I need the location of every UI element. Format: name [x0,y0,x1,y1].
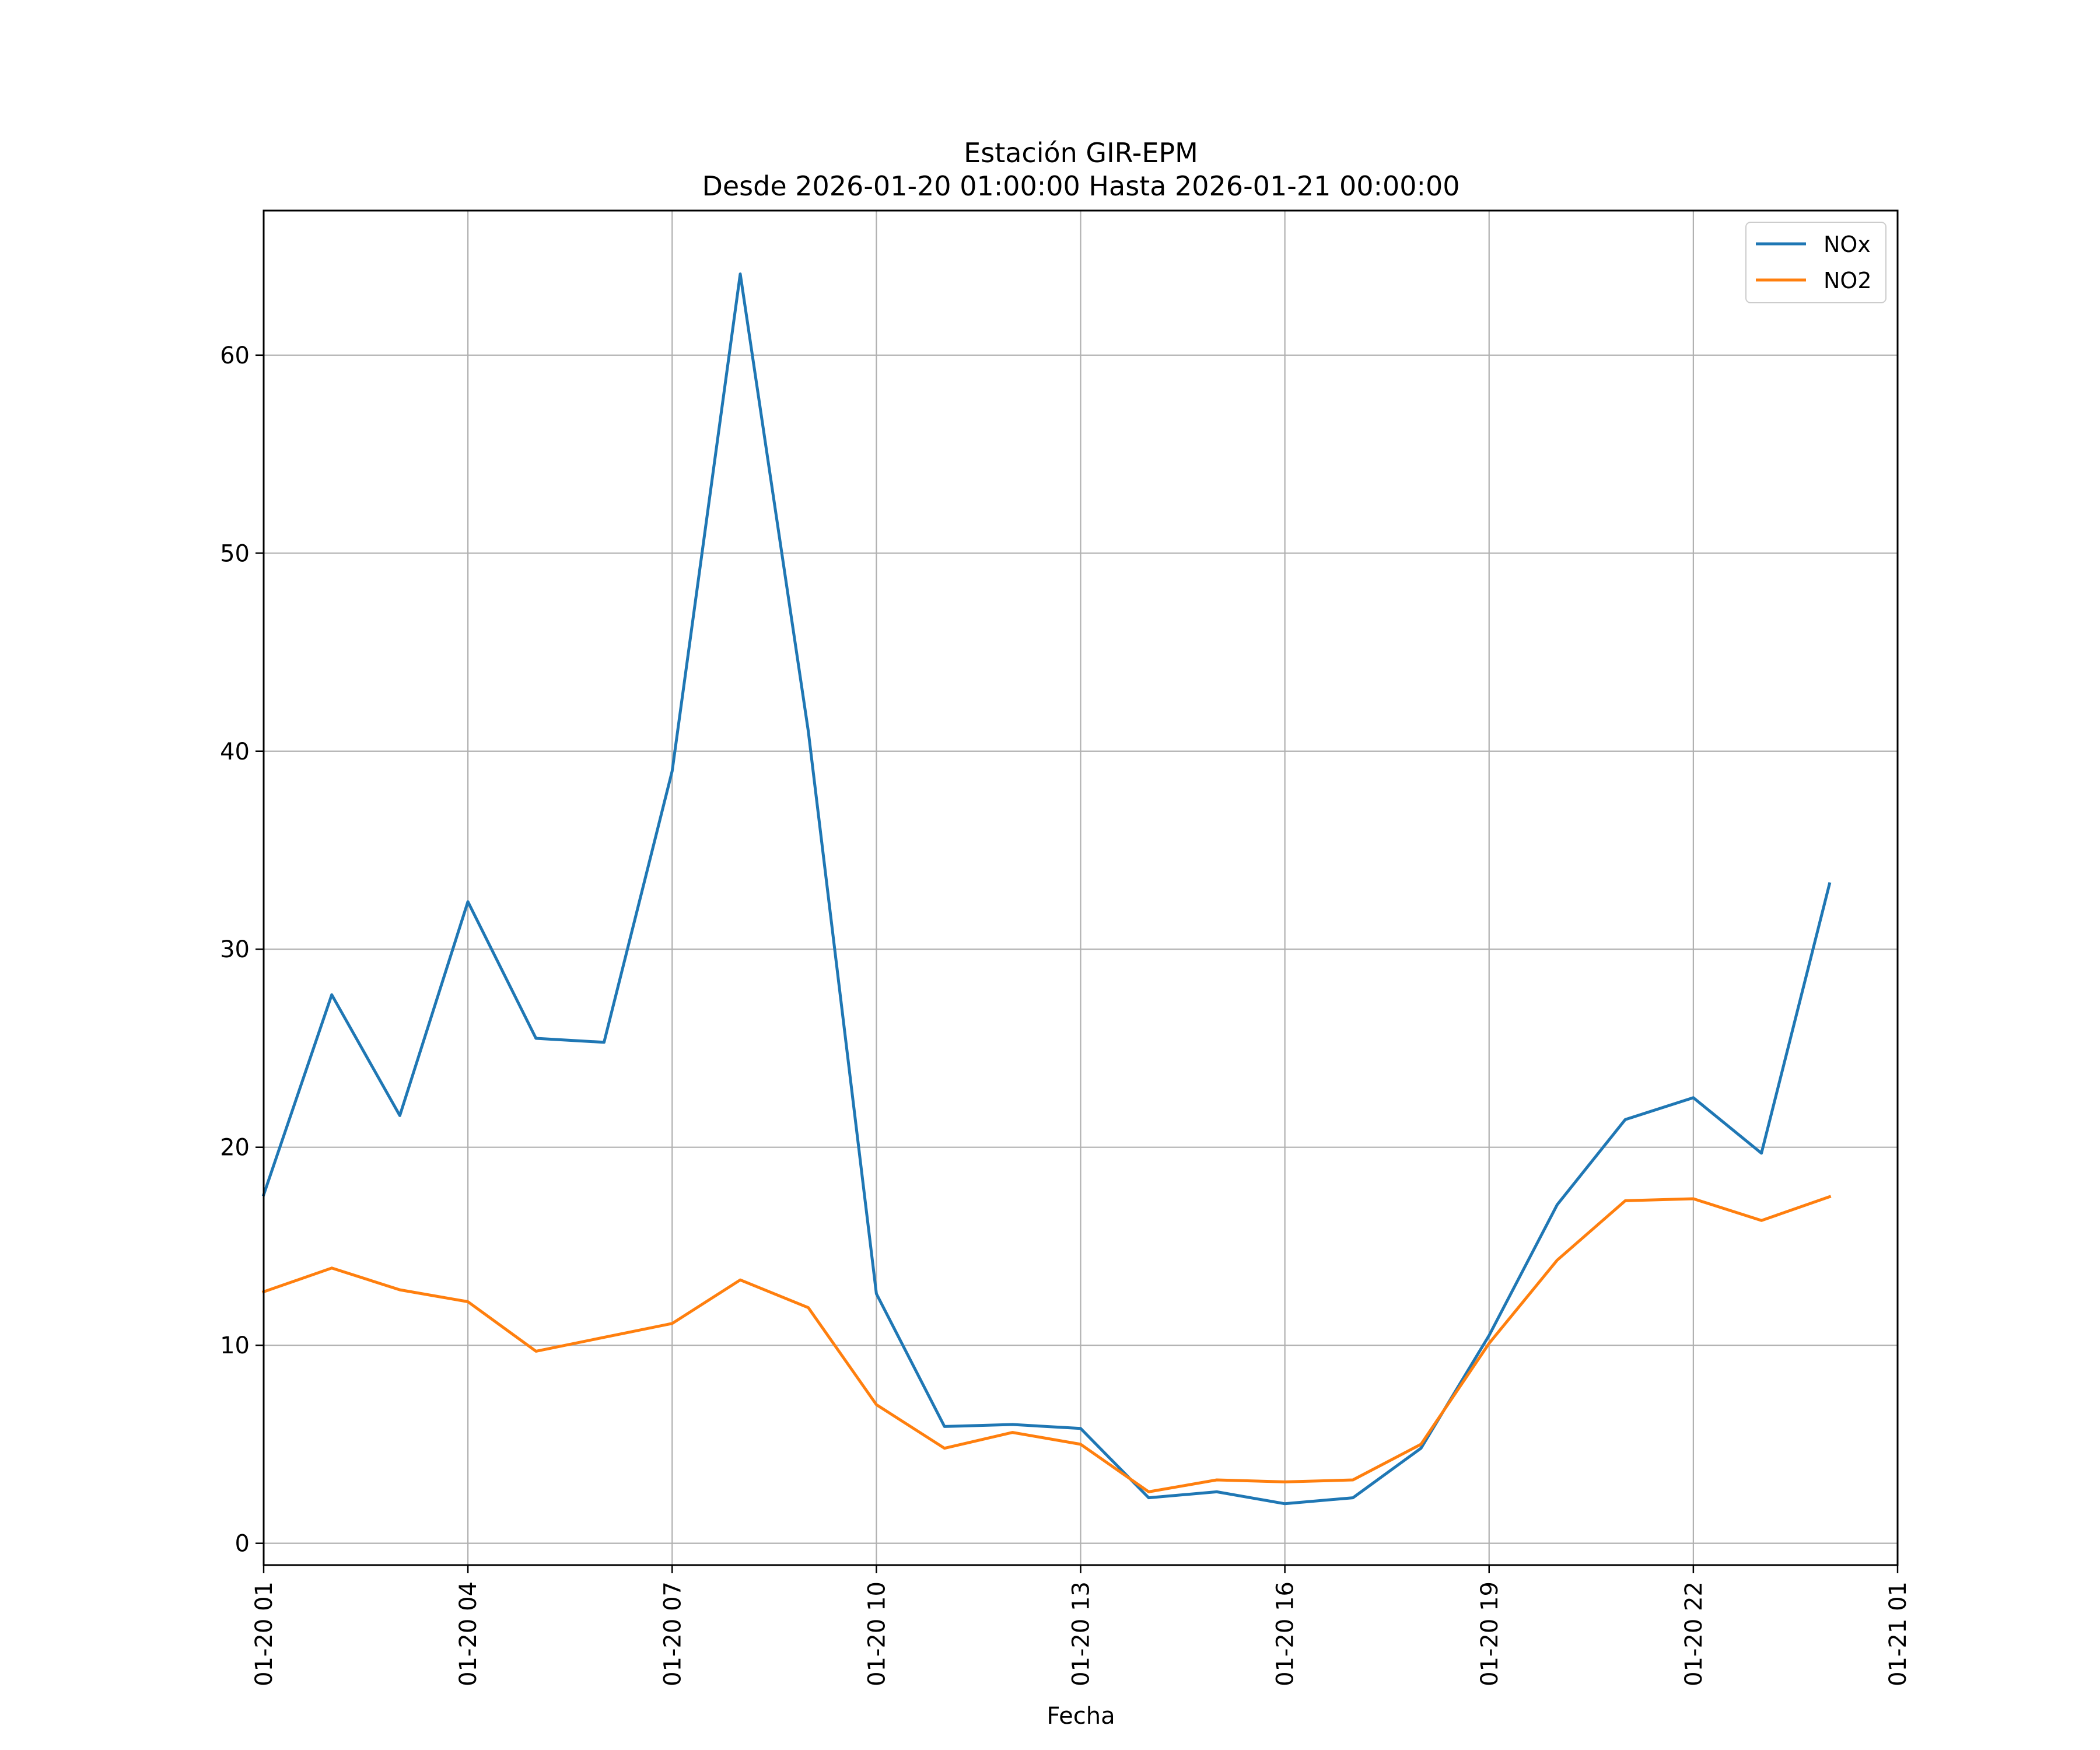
x-tick-label: 01-20 16 [1272,1581,1299,1686]
series-line-no2 [261,1195,1832,1493]
y-tick-label: 50 [220,540,250,567]
x-tick-label: 01-20 01 [251,1581,278,1686]
x-tick-label: 01-20 07 [659,1581,686,1686]
x-tick-label: 01-20 04 [455,1581,482,1686]
x-axis-label: Fecha [1046,1703,1115,1730]
chart-subtitle: Desde 2026-01-20 01:00:00 Hasta 2026-01-… [702,170,1460,202]
y-tick-label: 0 [235,1531,250,1558]
legend-label-nox: NOx [1824,232,1871,257]
y-tick-label: 60 [220,342,250,369]
tick-layer: 01-20 01 01-20 04 01-20 07 01-20 10 01-20 13… [220,342,1912,1686]
x-tick-label: 01-20 10 [863,1581,890,1686]
series-line-nox [261,272,1832,1506]
y-tick-label: 20 [220,1135,250,1161]
y-tick-label: 10 [220,1332,250,1359]
legend: NOx NO2 [1745,222,1887,303]
y-tick-label: 40 [220,738,250,765]
chart-title: Estación GIR-EPM [964,137,1198,169]
x-tick-label: 01-21 01 [1885,1581,1912,1686]
series-layer [261,272,1832,1506]
y-tick-label: 30 [220,936,250,963]
legend-label-no2: NO2 [1824,268,1872,293]
x-tick-label: 01-20 13 [1068,1581,1095,1686]
x-tick-label: 01-20 22 [1681,1581,1707,1686]
x-tick-label: 01-20 19 [1476,1581,1503,1686]
